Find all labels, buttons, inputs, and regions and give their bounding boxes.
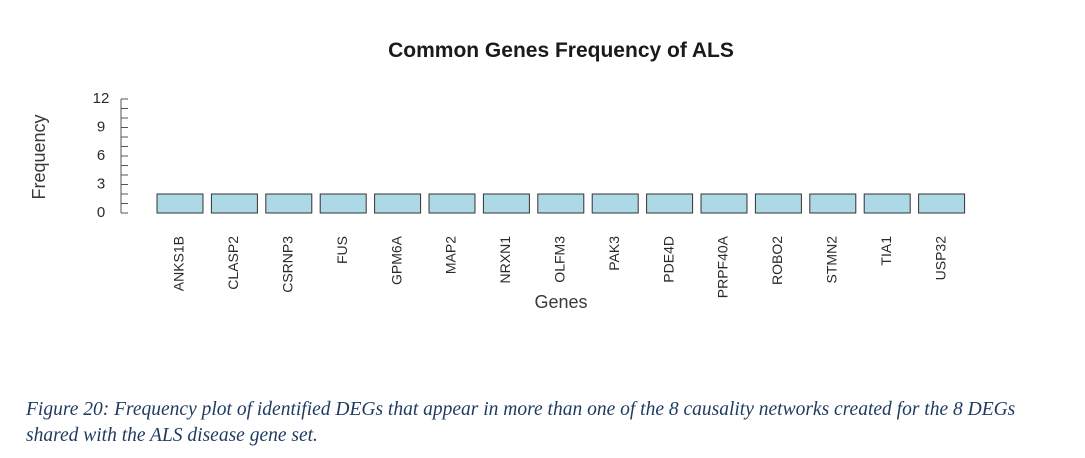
y-tick-label: 0: [97, 204, 105, 221]
category-label: FUS: [334, 236, 350, 264]
chart-title: Common Genes Frequency of ALS: [388, 39, 734, 62]
bar-clasp2: [210, 193, 258, 214]
y-tick-label: 12: [93, 90, 110, 107]
y-axis-label: Frequency: [29, 114, 49, 199]
category-label: PRPF40A: [715, 235, 731, 298]
bar-pde4d: [646, 193, 694, 214]
y-tick-label: 9: [97, 118, 105, 135]
bar-fus: [319, 193, 367, 214]
category-label: CSRNP3: [280, 236, 296, 293]
bar-stmn2: [809, 193, 857, 214]
bar-pak3: [591, 193, 639, 214]
bar-olfm3: [537, 193, 585, 214]
y-axis: 0 3 6 9 12: [93, 90, 128, 221]
bar-tia1: [863, 193, 911, 214]
category-label: ANKS1B: [171, 236, 187, 291]
category-labels-group: ANKS1B CLASP2 CSRNP3 FUS GPM6A MAP2 NRXN1 OLFM3…: [171, 235, 949, 298]
category-label: USP32: [932, 236, 948, 281]
category-label: CLASP2: [225, 236, 241, 290]
y-tick-label: 3: [97, 175, 105, 192]
bar-robo2: [754, 193, 802, 214]
x-axis-label: Genes: [534, 292, 587, 312]
bar-prpf40a: [700, 193, 748, 214]
category-label: TIA1: [878, 236, 894, 266]
category-label: MAP2: [443, 236, 459, 274]
bar-anks1b: [156, 193, 204, 214]
bar-csrnp3: [265, 193, 313, 214]
bars-group: [156, 193, 966, 214]
y-tick-label: 6: [97, 147, 105, 164]
category-label: OLFM3: [552, 236, 568, 283]
bar-usp32: [918, 193, 966, 214]
category-label: GPM6A: [388, 235, 404, 285]
bar-nrxn1: [482, 193, 530, 214]
category-label: PDE4D: [660, 236, 676, 283]
bar-map2: [428, 193, 476, 214]
category-label: NRXN1: [497, 236, 513, 284]
figure-caption: Figure 20: Frequency plot of identified …: [26, 399, 1016, 446]
bar-gpm6a: [374, 193, 422, 214]
category-label: STMN2: [824, 236, 840, 284]
category-label: ROBO2: [769, 236, 785, 285]
frequency-bar-chart: Common Genes Frequency of ALS Frequency …: [29, 39, 966, 312]
category-label: PAK3: [606, 236, 622, 271]
